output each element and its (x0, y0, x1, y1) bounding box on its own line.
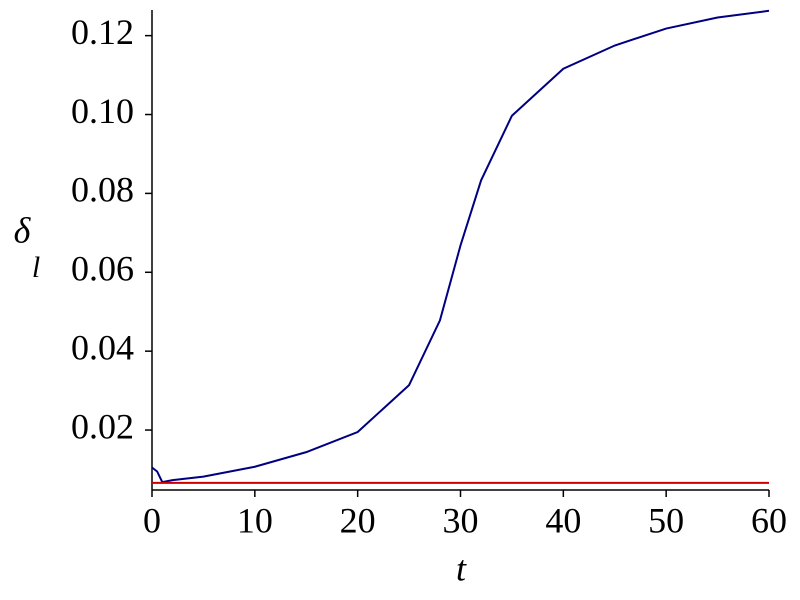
x-tick-label: 40 (545, 500, 581, 540)
x-tick-label: 60 (751, 500, 787, 540)
y-axis-label-subscript: l (32, 251, 40, 284)
y-tick-label: 0.10 (71, 91, 134, 131)
y-tick-label: 0.04 (71, 327, 134, 367)
x-tick-label: 50 (648, 500, 684, 540)
series-line (151, 9, 770, 484)
y-tick-label: 0.08 (71, 170, 134, 210)
x-tick-label: 20 (340, 500, 376, 540)
x-tick-label: 10 (237, 500, 273, 540)
y-tick-label: 0.02 (71, 406, 134, 446)
x-tick-label: 0 (143, 500, 161, 540)
y-tick-label: 0.12 (71, 12, 134, 52)
y-axis-label: δ (14, 210, 32, 250)
x-axis-label: t (456, 548, 467, 588)
y-tick-label: 0.06 (71, 249, 134, 289)
x-tick-label: 30 (443, 500, 479, 540)
